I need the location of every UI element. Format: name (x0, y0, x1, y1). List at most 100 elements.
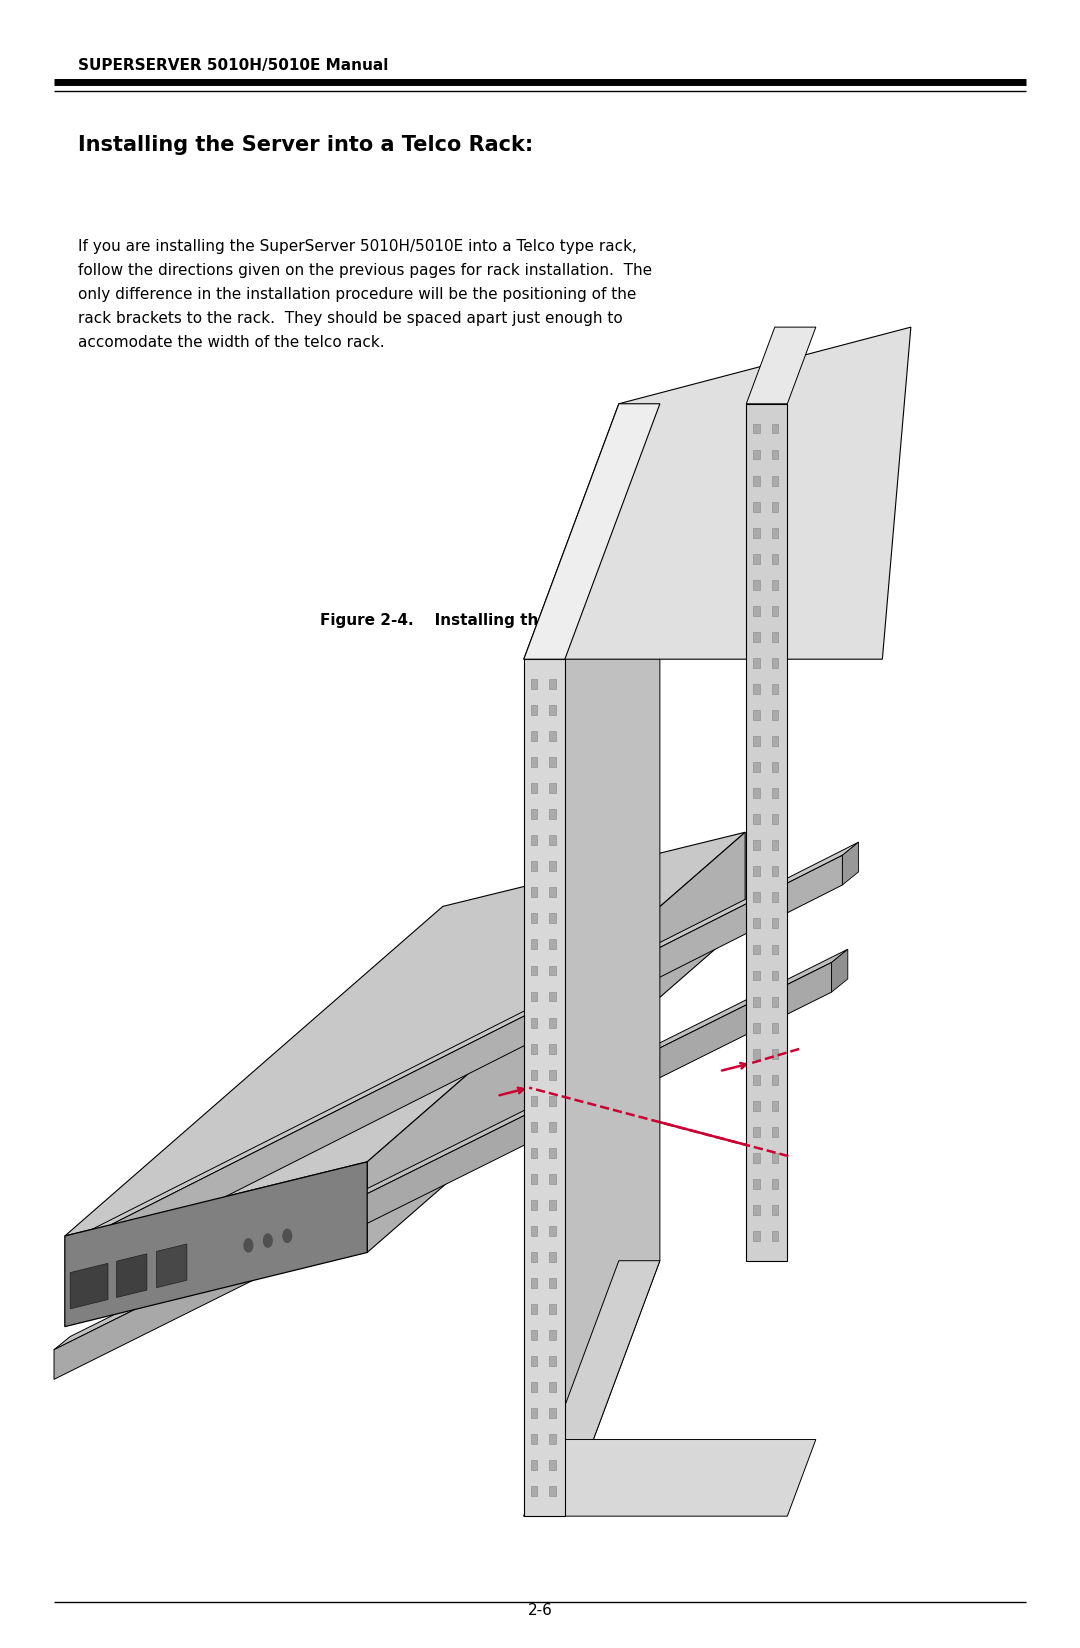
Bar (772, 1074, 779, 1084)
Bar (550, 1330, 556, 1340)
Bar (772, 424, 779, 433)
Bar (772, 840, 779, 850)
Bar (753, 1023, 759, 1033)
Polygon shape (54, 962, 832, 1379)
Bar (753, 527, 759, 537)
Bar (550, 992, 556, 1002)
Bar (550, 1122, 556, 1132)
Bar (550, 1096, 556, 1106)
Bar (550, 836, 556, 845)
Polygon shape (54, 949, 848, 1350)
Bar (772, 893, 779, 903)
Polygon shape (524, 326, 910, 659)
Bar (530, 862, 538, 872)
Bar (530, 1017, 538, 1027)
Bar (753, 1154, 759, 1163)
Bar (550, 1149, 556, 1159)
Circle shape (244, 1239, 253, 1252)
Bar (772, 944, 779, 954)
Polygon shape (70, 1264, 108, 1309)
Bar (530, 1356, 538, 1366)
Bar (753, 606, 759, 616)
Bar (550, 966, 556, 976)
Bar (550, 1434, 556, 1444)
Bar (753, 1048, 759, 1058)
Bar (753, 918, 759, 928)
Bar (530, 1252, 538, 1262)
Bar (550, 1486, 556, 1496)
Polygon shape (842, 842, 859, 885)
Bar (753, 476, 759, 486)
Bar (772, 527, 779, 537)
Bar (772, 501, 779, 511)
Bar (530, 992, 538, 1002)
Bar (772, 1048, 779, 1058)
Polygon shape (524, 1440, 815, 1516)
Bar (550, 1173, 556, 1183)
Bar (530, 1122, 538, 1132)
Bar (530, 1279, 538, 1289)
Polygon shape (157, 1244, 187, 1287)
Bar (530, 939, 538, 949)
Bar (530, 1173, 538, 1183)
Bar (550, 809, 556, 819)
Bar (772, 1101, 779, 1111)
Bar (550, 887, 556, 897)
Bar (530, 1043, 538, 1053)
Bar (772, 1178, 779, 1188)
Bar (753, 450, 759, 460)
Bar (530, 1409, 538, 1419)
Text: SUPERSERVER 5010H/5010E Manual: SUPERSERVER 5010H/5010E Manual (78, 58, 388, 73)
Bar (753, 1205, 759, 1215)
Bar (772, 867, 779, 877)
Bar (550, 862, 556, 872)
Bar (530, 913, 538, 923)
Bar (550, 1200, 556, 1210)
Bar (753, 737, 759, 747)
Polygon shape (65, 832, 745, 1236)
Bar (753, 684, 759, 694)
Polygon shape (76, 842, 859, 1243)
Polygon shape (832, 949, 848, 992)
Bar (550, 705, 556, 715)
Bar (753, 631, 759, 641)
Bar (550, 1383, 556, 1393)
Bar (772, 580, 779, 590)
Bar (550, 783, 556, 793)
Bar (530, 783, 538, 793)
Bar (753, 840, 759, 850)
Bar (772, 1154, 779, 1163)
Bar (753, 580, 759, 590)
Polygon shape (117, 1254, 147, 1297)
Bar (530, 809, 538, 819)
Bar (753, 658, 759, 667)
Bar (753, 1231, 759, 1241)
Bar (772, 450, 779, 460)
Circle shape (264, 1234, 272, 1248)
Bar (530, 705, 538, 715)
Bar (772, 971, 779, 981)
Bar (772, 606, 779, 616)
Bar (772, 761, 779, 771)
Bar (753, 893, 759, 903)
Bar (753, 1178, 759, 1188)
Bar (530, 1070, 538, 1079)
Bar (530, 732, 538, 742)
Bar (550, 679, 556, 689)
Bar (772, 658, 779, 667)
Bar (753, 1101, 759, 1111)
Bar (530, 1383, 538, 1393)
Bar (550, 1226, 556, 1236)
Bar (530, 1226, 538, 1236)
Bar (550, 1279, 556, 1289)
Bar (753, 997, 759, 1007)
Bar (550, 756, 556, 766)
Bar (772, 631, 779, 641)
Bar (530, 1149, 538, 1159)
Bar (530, 1486, 538, 1496)
Bar (753, 1127, 759, 1137)
Text: If you are installing the SuperServer 5010H/5010E into a Telco type rack,
follow: If you are installing the SuperServer 50… (78, 239, 652, 349)
Bar (772, 554, 779, 564)
Text: Figure 2-4.    Installing the Server into a Telco Rack: Figure 2-4. Installing the Server into a… (320, 613, 760, 628)
Bar (530, 756, 538, 766)
